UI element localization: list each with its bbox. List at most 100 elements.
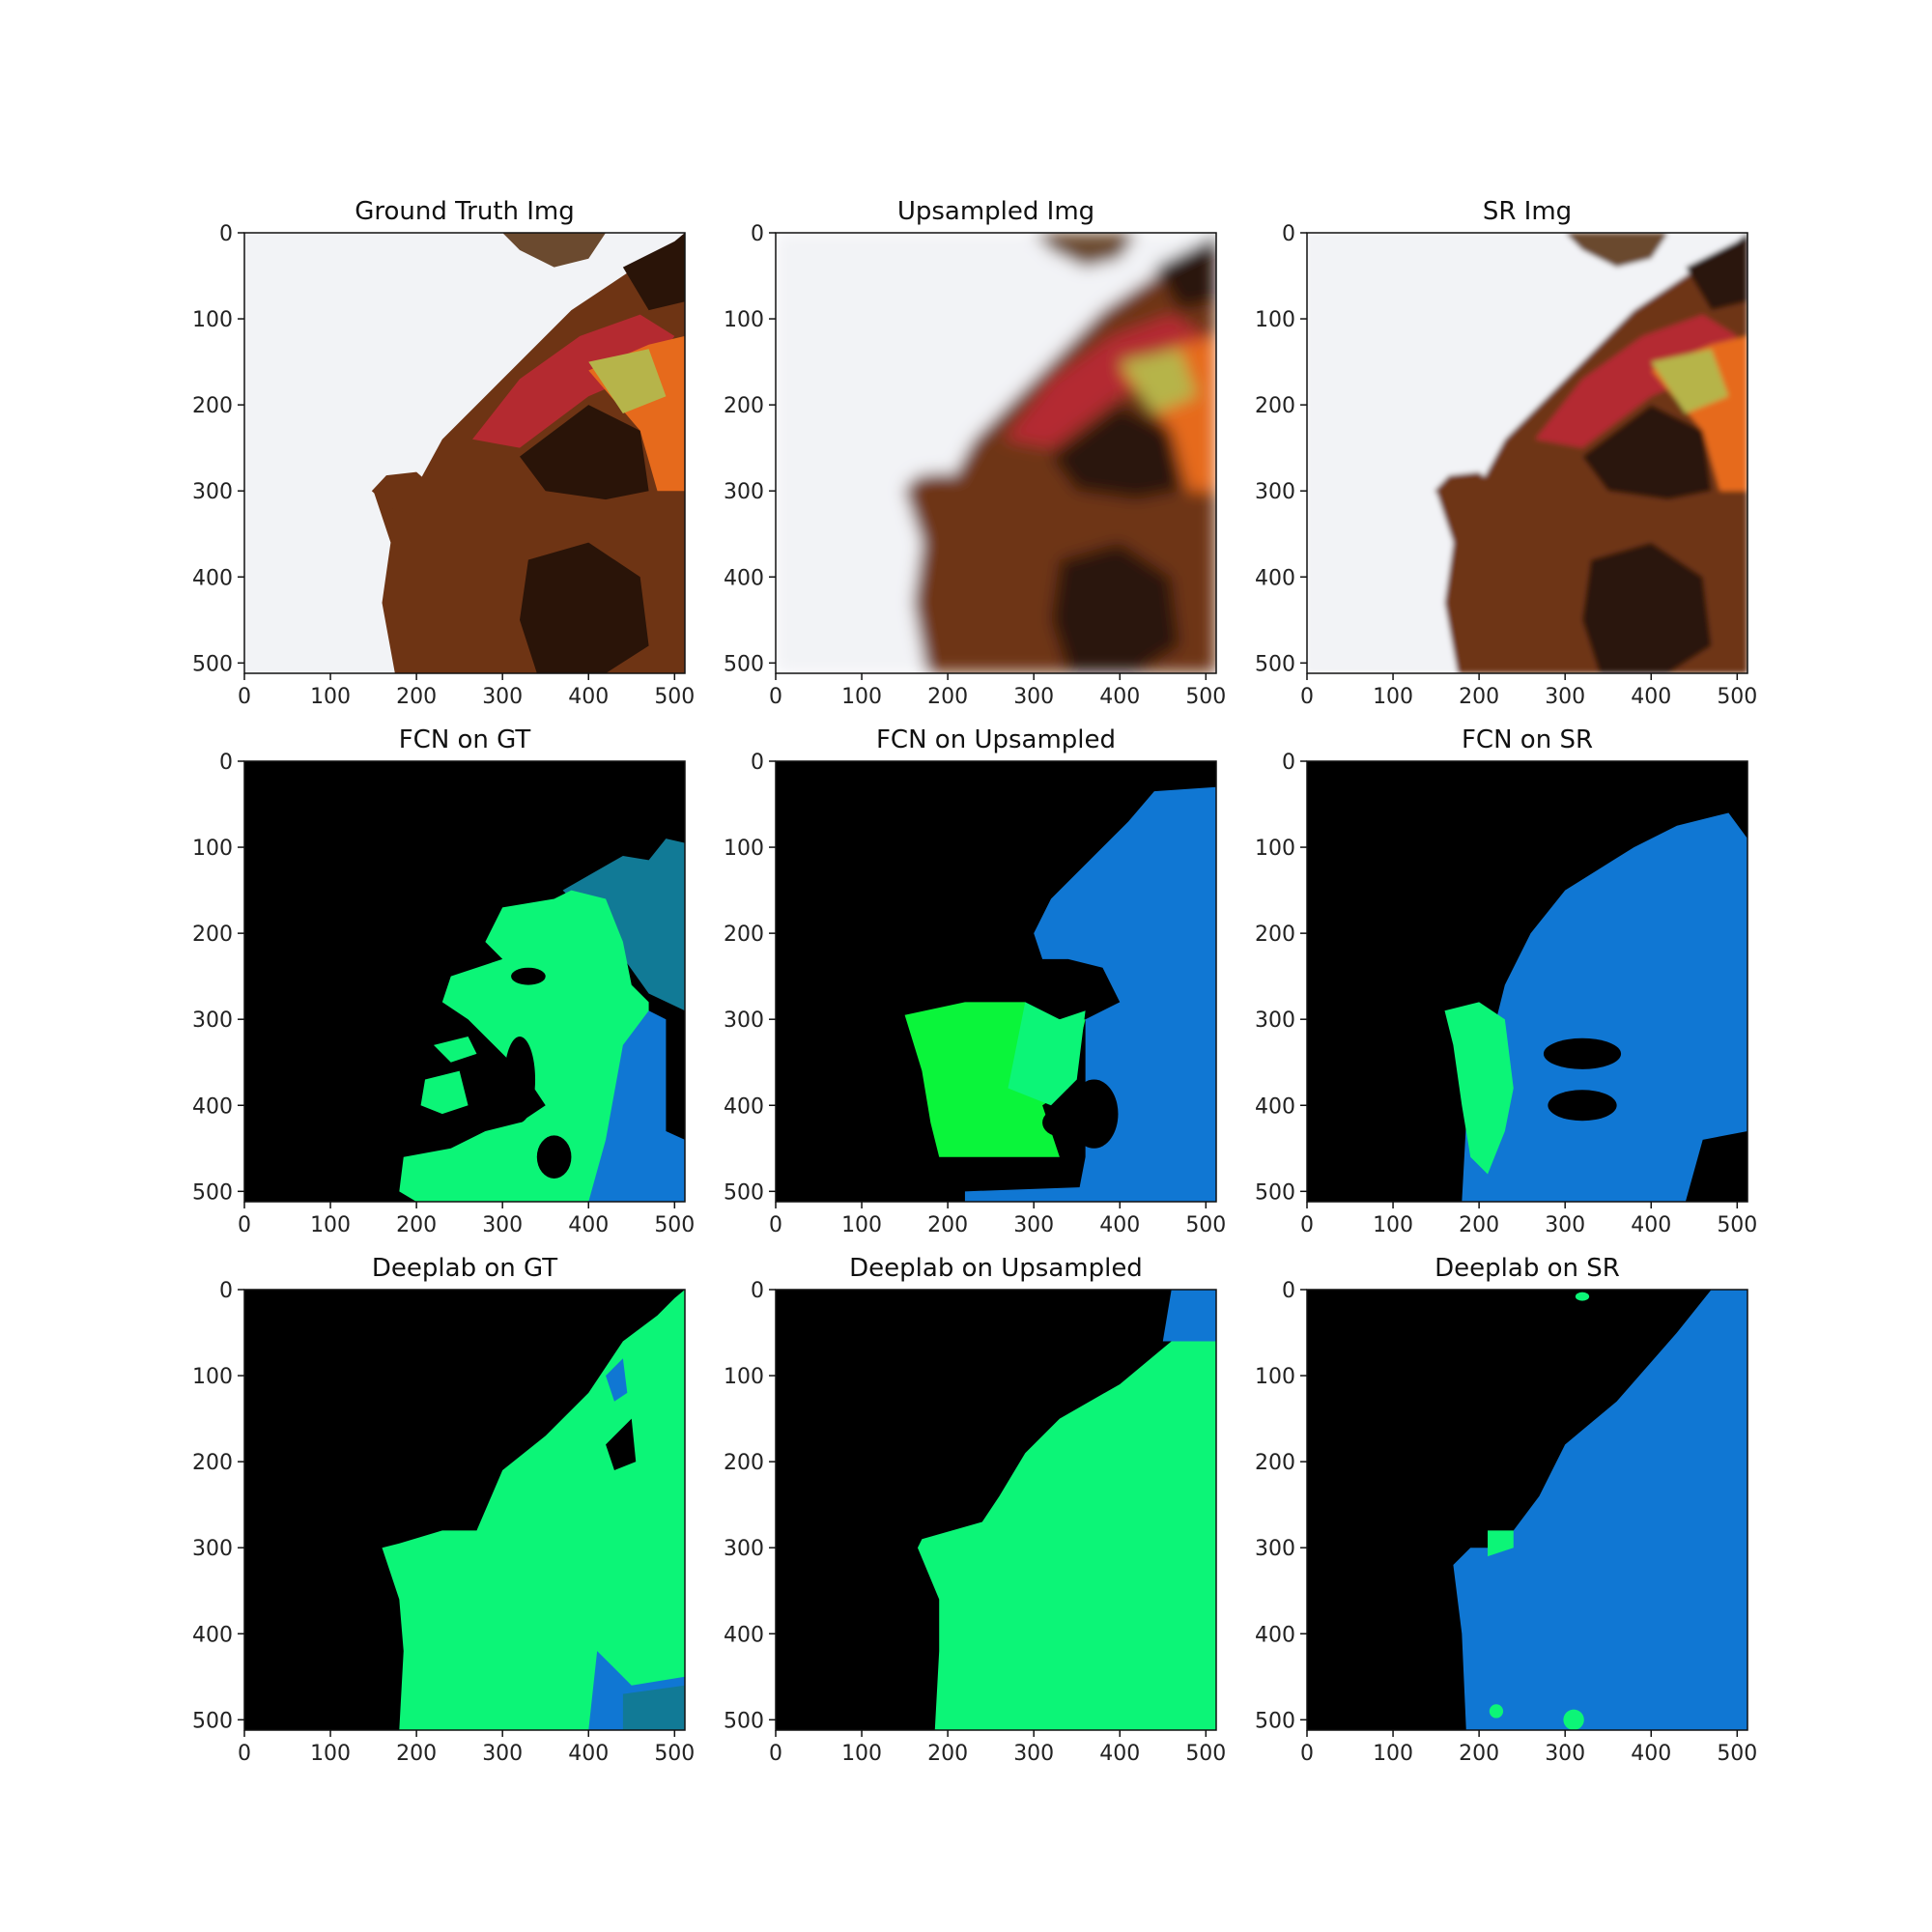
green-patch — [1489, 1704, 1504, 1719]
axes-frame — [775, 232, 1217, 674]
y-tick-label: 300 — [1255, 1009, 1295, 1033]
x-tick-label: 300 — [1013, 1742, 1054, 1766]
y-tick-label: 500 — [1255, 1709, 1295, 1733]
rocks-top — [1034, 233, 1138, 268]
x-tick-label: 300 — [1545, 1742, 1585, 1766]
y-tick-label: 500 — [724, 1180, 764, 1205]
x-tick-label: 300 — [1545, 1213, 1585, 1237]
x-tick-label: 400 — [1099, 1742, 1140, 1766]
y-tick-label: 200 — [192, 394, 233, 418]
panel-image — [776, 233, 1216, 673]
panel-image — [244, 761, 685, 1202]
x-tick-label: 200 — [927, 685, 968, 709]
green-dot — [1575, 1292, 1590, 1301]
y-tick-label: 400 — [192, 1623, 233, 1647]
x-tick-label: 200 — [1459, 685, 1499, 709]
green-blob — [433, 1037, 477, 1063]
y-tick-label: 200 — [192, 923, 233, 947]
y-tick-label: 500 — [192, 1709, 233, 1733]
x-tick-label: 100 — [841, 1213, 882, 1237]
y-tick-label: 500 — [192, 652, 233, 676]
blue-region — [588, 1010, 685, 1202]
y-tick-label: 200 — [724, 394, 764, 418]
y-tick-label: 0 — [1282, 751, 1295, 775]
x-tick-label: 400 — [568, 1213, 609, 1237]
x-tick-label: 500 — [1717, 685, 1757, 709]
x-tick-label: 500 — [1185, 1742, 1226, 1766]
y-tick-label: 0 — [219, 1279, 233, 1303]
axes-frame — [1306, 1289, 1748, 1731]
x-tick-label: 0 — [1300, 1213, 1314, 1237]
y-tick-label: 500 — [1255, 1180, 1295, 1205]
black-hole — [511, 967, 546, 985]
green-patch — [1488, 1530, 1514, 1557]
black-hole — [1069, 1079, 1119, 1149]
y-tick-label: 100 — [192, 1365, 233, 1389]
scarf-yellow — [1651, 349, 1729, 414]
y-tick-label: 200 — [724, 1451, 764, 1475]
y-tick-label: 200 — [192, 1451, 233, 1475]
scarf-yellow — [588, 349, 667, 414]
y-tick-label: 400 — [724, 566, 764, 590]
black-hole — [503, 1037, 536, 1123]
x-tick-label: 100 — [1373, 685, 1413, 709]
y-tick-label: 100 — [1255, 837, 1295, 861]
y-tick-label: 400 — [1255, 566, 1295, 590]
blue-region — [1453, 1290, 1747, 1730]
panel-image — [1307, 1290, 1747, 1730]
x-tick-label: 300 — [1545, 685, 1585, 709]
y-tick-label: 400 — [1255, 1623, 1295, 1647]
scarf-red — [1535, 314, 1738, 448]
x-tick-label: 400 — [1631, 1742, 1671, 1766]
x-tick-label: 100 — [310, 1742, 351, 1766]
panel-title: Deeplab on SR — [1435, 1254, 1620, 1283]
x-tick-label: 0 — [238, 1742, 251, 1766]
panel: Deeplab on SR0 100 200 300 400 50001002003004… — [1255, 1254, 1757, 1766]
black-hole — [1042, 1108, 1077, 1137]
y-tick-label: 500 — [724, 1709, 764, 1733]
x-tick-label: 400 — [1099, 685, 1140, 709]
axes-frame — [775, 760, 1217, 1203]
y-tick-label: 400 — [724, 1623, 764, 1647]
x-tick-label: 0 — [769, 1213, 782, 1237]
y-tick-label: 300 — [724, 480, 764, 504]
y-tick-label: 300 — [1255, 480, 1295, 504]
y-tick-label: 300 — [724, 1009, 764, 1033]
x-tick-label: 100 — [310, 685, 351, 709]
scarf-yellow — [1120, 349, 1198, 414]
x-tick-label: 500 — [654, 1742, 695, 1766]
y-tick-label: 500 — [192, 1180, 233, 1205]
dog-head-shadow — [1051, 542, 1180, 673]
dog-top — [1153, 233, 1216, 311]
x-tick-label: 200 — [927, 1213, 968, 1237]
y-tick-label: 300 — [192, 1009, 233, 1033]
dog-top — [622, 233, 685, 311]
panel-title: Ground Truth Img — [355, 197, 575, 226]
dog-ear — [1434, 471, 1501, 517]
y-tick-label: 100 — [724, 837, 764, 861]
x-tick-label: 300 — [482, 685, 523, 709]
axes-frame — [243, 760, 686, 1203]
panel-image — [776, 1290, 1216, 1730]
x-tick-label: 200 — [396, 1742, 437, 1766]
panel-image — [776, 761, 1216, 1202]
y-tick-label: 100 — [1255, 308, 1295, 332]
x-tick-label: 300 — [1013, 685, 1054, 709]
x-tick-label: 0 — [238, 1213, 251, 1237]
axes-frame — [243, 1289, 686, 1731]
panel-image — [1307, 761, 1747, 1202]
y-tick-label: 0 — [751, 751, 764, 775]
y-tick-label: 0 — [1282, 222, 1295, 246]
dog-head-shadow — [1582, 542, 1712, 673]
black-hole — [1543, 1037, 1622, 1069]
x-tick-label: 100 — [310, 1213, 351, 1237]
axes-frame — [1306, 760, 1748, 1203]
y-tick-label: 400 — [192, 1094, 233, 1119]
blue-region — [1462, 812, 1747, 1202]
y-tick-label: 500 — [724, 652, 764, 676]
x-tick-label: 500 — [1717, 1213, 1757, 1237]
axes-frame — [1306, 232, 1748, 674]
green-blob — [420, 1070, 469, 1115]
